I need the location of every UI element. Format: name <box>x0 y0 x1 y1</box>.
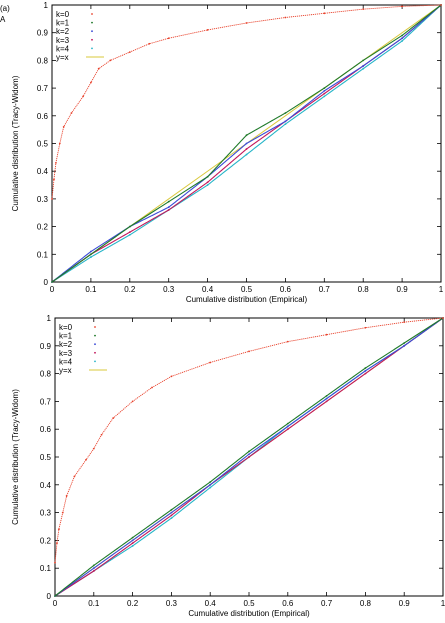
legend-swatch <box>91 38 93 41</box>
legend-label: k=4 <box>59 357 73 366</box>
x-tick-label: 0.1 <box>88 599 100 608</box>
x-tick-label: 1 <box>441 599 445 608</box>
y-tick-label: 0.5 <box>40 453 52 462</box>
legend-label: k=3 <box>59 349 73 358</box>
x-tick-label: 0.5 <box>241 285 253 294</box>
legend-swatch <box>94 351 96 354</box>
legend-label: k=1 <box>59 332 73 341</box>
y-tick-label: 0.3 <box>37 195 49 204</box>
x-tick-label: 0.5 <box>243 599 255 608</box>
y-tick-label: 0.6 <box>37 112 49 121</box>
chart-top: 0 0.1 0.2 0.3 0.4 0.5 0.6 0.7 0.8 0.9 1 0 0.1 0.2 0.3 0… <box>11 1 444 304</box>
legend-swatch <box>94 360 96 363</box>
legend-swatch <box>94 343 96 346</box>
y-tick-label: 0.7 <box>40 397 52 406</box>
y-tick-label: 0.4 <box>37 167 49 176</box>
legend-swatch <box>91 21 93 24</box>
x-tick-label: 0.2 <box>124 285 136 294</box>
legend: k=0k=1k=2k=3k=4y=x <box>59 323 107 375</box>
legend-swatch <box>91 47 93 50</box>
x-tick-label: 0.7 <box>319 285 331 294</box>
legend-label: y=x <box>59 366 72 375</box>
series-k-0 <box>54 317 444 564</box>
y-tick-label: 1 <box>44 1 49 10</box>
x-tick-label: 0.9 <box>397 285 409 294</box>
x-tick-label: 0.4 <box>202 285 214 294</box>
legend-label: k=0 <box>59 323 73 332</box>
x-tick-label: 0.6 <box>280 285 292 294</box>
data-trace <box>54 317 444 563</box>
legend-label: k=2 <box>59 340 73 349</box>
legend: k=0k=1k=2k=3k=4y=x <box>56 10 104 62</box>
x-tick-label: 0.2 <box>127 599 139 608</box>
y-tick-label: 0.4 <box>40 481 52 490</box>
y-tick-label: 0.1 <box>37 250 49 259</box>
y-tick-label: 0.3 <box>40 509 52 518</box>
legend-label: k=1 <box>56 19 70 28</box>
legend-swatch <box>91 13 93 15</box>
y-tick-label: 0.9 <box>40 342 52 351</box>
y-tick-label: 0.2 <box>40 536 52 545</box>
data-trace <box>51 4 442 199</box>
x-axis-label: Cumulative distribution (Empirical) <box>186 295 308 304</box>
legend-label: k=0 <box>56 10 70 19</box>
y-tick-label: 0 <box>44 278 49 287</box>
x-tick-label: 0.7 <box>321 599 333 608</box>
y-tick-label: 0.8 <box>40 370 52 379</box>
x-axis-label: Cumulative distribution (Empirical) <box>188 609 310 618</box>
data-trace <box>54 317 444 597</box>
legend-label: y=x <box>56 53 69 62</box>
panel-label-A: A <box>0 15 6 24</box>
y-tick-label: 0.7 <box>37 84 49 93</box>
data-trace <box>51 4 442 283</box>
y-tick-label: 0.5 <box>37 140 49 149</box>
legend-label: k=3 <box>56 36 70 45</box>
legend-swatch <box>91 30 93 33</box>
legend-swatch <box>94 326 96 328</box>
x-tick-label: 0.8 <box>358 285 370 294</box>
data-trace <box>54 317 444 597</box>
x-tick-label: 1 <box>439 285 444 294</box>
y-tick-label: 0 <box>47 592 52 601</box>
y-axis-label: Cumulative distribution (Tracy-Widom) <box>11 389 20 525</box>
chart-bottom: 0 0.1 0.2 0.3 0.4 0.5 0.6 0.7 0.8 0.9 1 0 0.1 0.2 0.3 0… <box>11 314 445 618</box>
legend-label: k=4 <box>56 44 70 53</box>
data-trace <box>51 4 442 283</box>
series-k-0 <box>51 4 442 200</box>
x-tick-label: 0.4 <box>205 599 217 608</box>
x-tick-label: 0 <box>53 599 58 608</box>
legend-label: k=2 <box>56 27 70 36</box>
x-tick-label: 0 <box>50 285 55 294</box>
x-tick-label: 0.3 <box>166 599 178 608</box>
x-tick-label: 0.8 <box>360 599 372 608</box>
data-trace <box>51 4 442 283</box>
legend-swatch <box>94 334 96 337</box>
y-tick-label: 0.1 <box>40 564 52 573</box>
x-tick-label: 0.3 <box>163 285 175 294</box>
y-tick-label: 0.9 <box>37 29 49 38</box>
data-trace <box>54 317 444 597</box>
y-tick-label: 0.8 <box>37 56 49 65</box>
x-tick-label: 0.9 <box>399 599 411 608</box>
x-tick-label: 0.1 <box>85 285 97 294</box>
y-tick-label: 0.6 <box>40 425 52 434</box>
x-tick-label: 0.6 <box>282 599 294 608</box>
y-tick-label: 0.2 <box>37 223 49 232</box>
y-axis-label: Cumulative distribution (Tracy-Widom) <box>11 75 20 211</box>
panel-label-a: (a) <box>0 4 10 13</box>
y-tick-label: 1 <box>47 314 52 323</box>
